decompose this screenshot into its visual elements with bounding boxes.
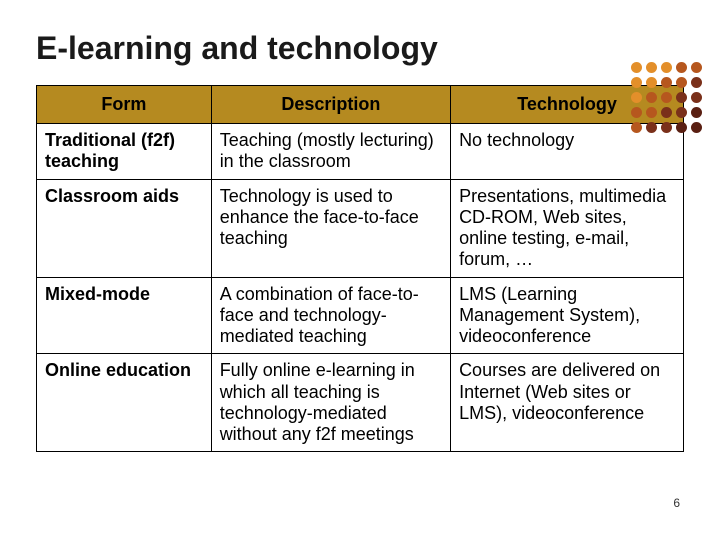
cell-technology: LMS (Learning Management System), videoc… [451, 277, 684, 354]
dot-icon [646, 77, 657, 88]
dot-icon [661, 77, 672, 88]
dot-icon [676, 77, 687, 88]
dot-icon [661, 92, 672, 103]
dot-icon [691, 62, 702, 73]
elearning-table: Form Description Technology Traditional … [36, 85, 684, 452]
dot-icon [691, 107, 702, 118]
dot-icon [676, 92, 687, 103]
cell-form: Classroom aids [37, 179, 212, 277]
cell-description: Technology is used to enhance the face-t… [211, 179, 450, 277]
dot-icon [661, 62, 672, 73]
cell-description: Fully online e-learning in which all tea… [211, 354, 450, 452]
slide: E-learning and technology Form Descripti… [0, 0, 720, 540]
dot-icon [631, 107, 642, 118]
cell-description: A combination of face-to-face and techno… [211, 277, 450, 354]
cell-technology: Courses are delivered on Internet (Web s… [451, 354, 684, 452]
dot-icon [631, 62, 642, 73]
page-number: 6 [673, 496, 680, 510]
dot-icon [661, 122, 672, 133]
table-row: Classroom aids Technology is used to enh… [37, 179, 684, 277]
cell-technology: Presentations, multimedia CD-ROM, Web si… [451, 179, 684, 277]
corner-dots-decoration [631, 62, 702, 133]
table-row: Traditional (f2f) teaching Teaching (mos… [37, 124, 684, 179]
dot-icon [691, 122, 702, 133]
cell-form: Traditional (f2f) teaching [37, 124, 212, 179]
slide-title: E-learning and technology [36, 30, 684, 67]
dot-icon [691, 77, 702, 88]
dot-icon [631, 92, 642, 103]
dot-icon [631, 77, 642, 88]
dot-icon [646, 122, 657, 133]
table-row: Online education Fully online e-learning… [37, 354, 684, 452]
table-row: Mixed-mode A combination of face-to-face… [37, 277, 684, 354]
cell-form: Online education [37, 354, 212, 452]
table-header-row: Form Description Technology [37, 86, 684, 124]
dot-icon [691, 92, 702, 103]
cell-form: Mixed-mode [37, 277, 212, 354]
dot-icon [646, 92, 657, 103]
col-header-description: Description [211, 86, 450, 124]
col-header-form: Form [37, 86, 212, 124]
cell-description: Teaching (mostly lecturing) in the class… [211, 124, 450, 179]
dot-icon [646, 62, 657, 73]
dot-icon [661, 107, 672, 118]
dot-icon [646, 107, 657, 118]
dot-icon [676, 107, 687, 118]
dot-icon [676, 122, 687, 133]
dot-icon [631, 122, 642, 133]
dot-icon [676, 62, 687, 73]
